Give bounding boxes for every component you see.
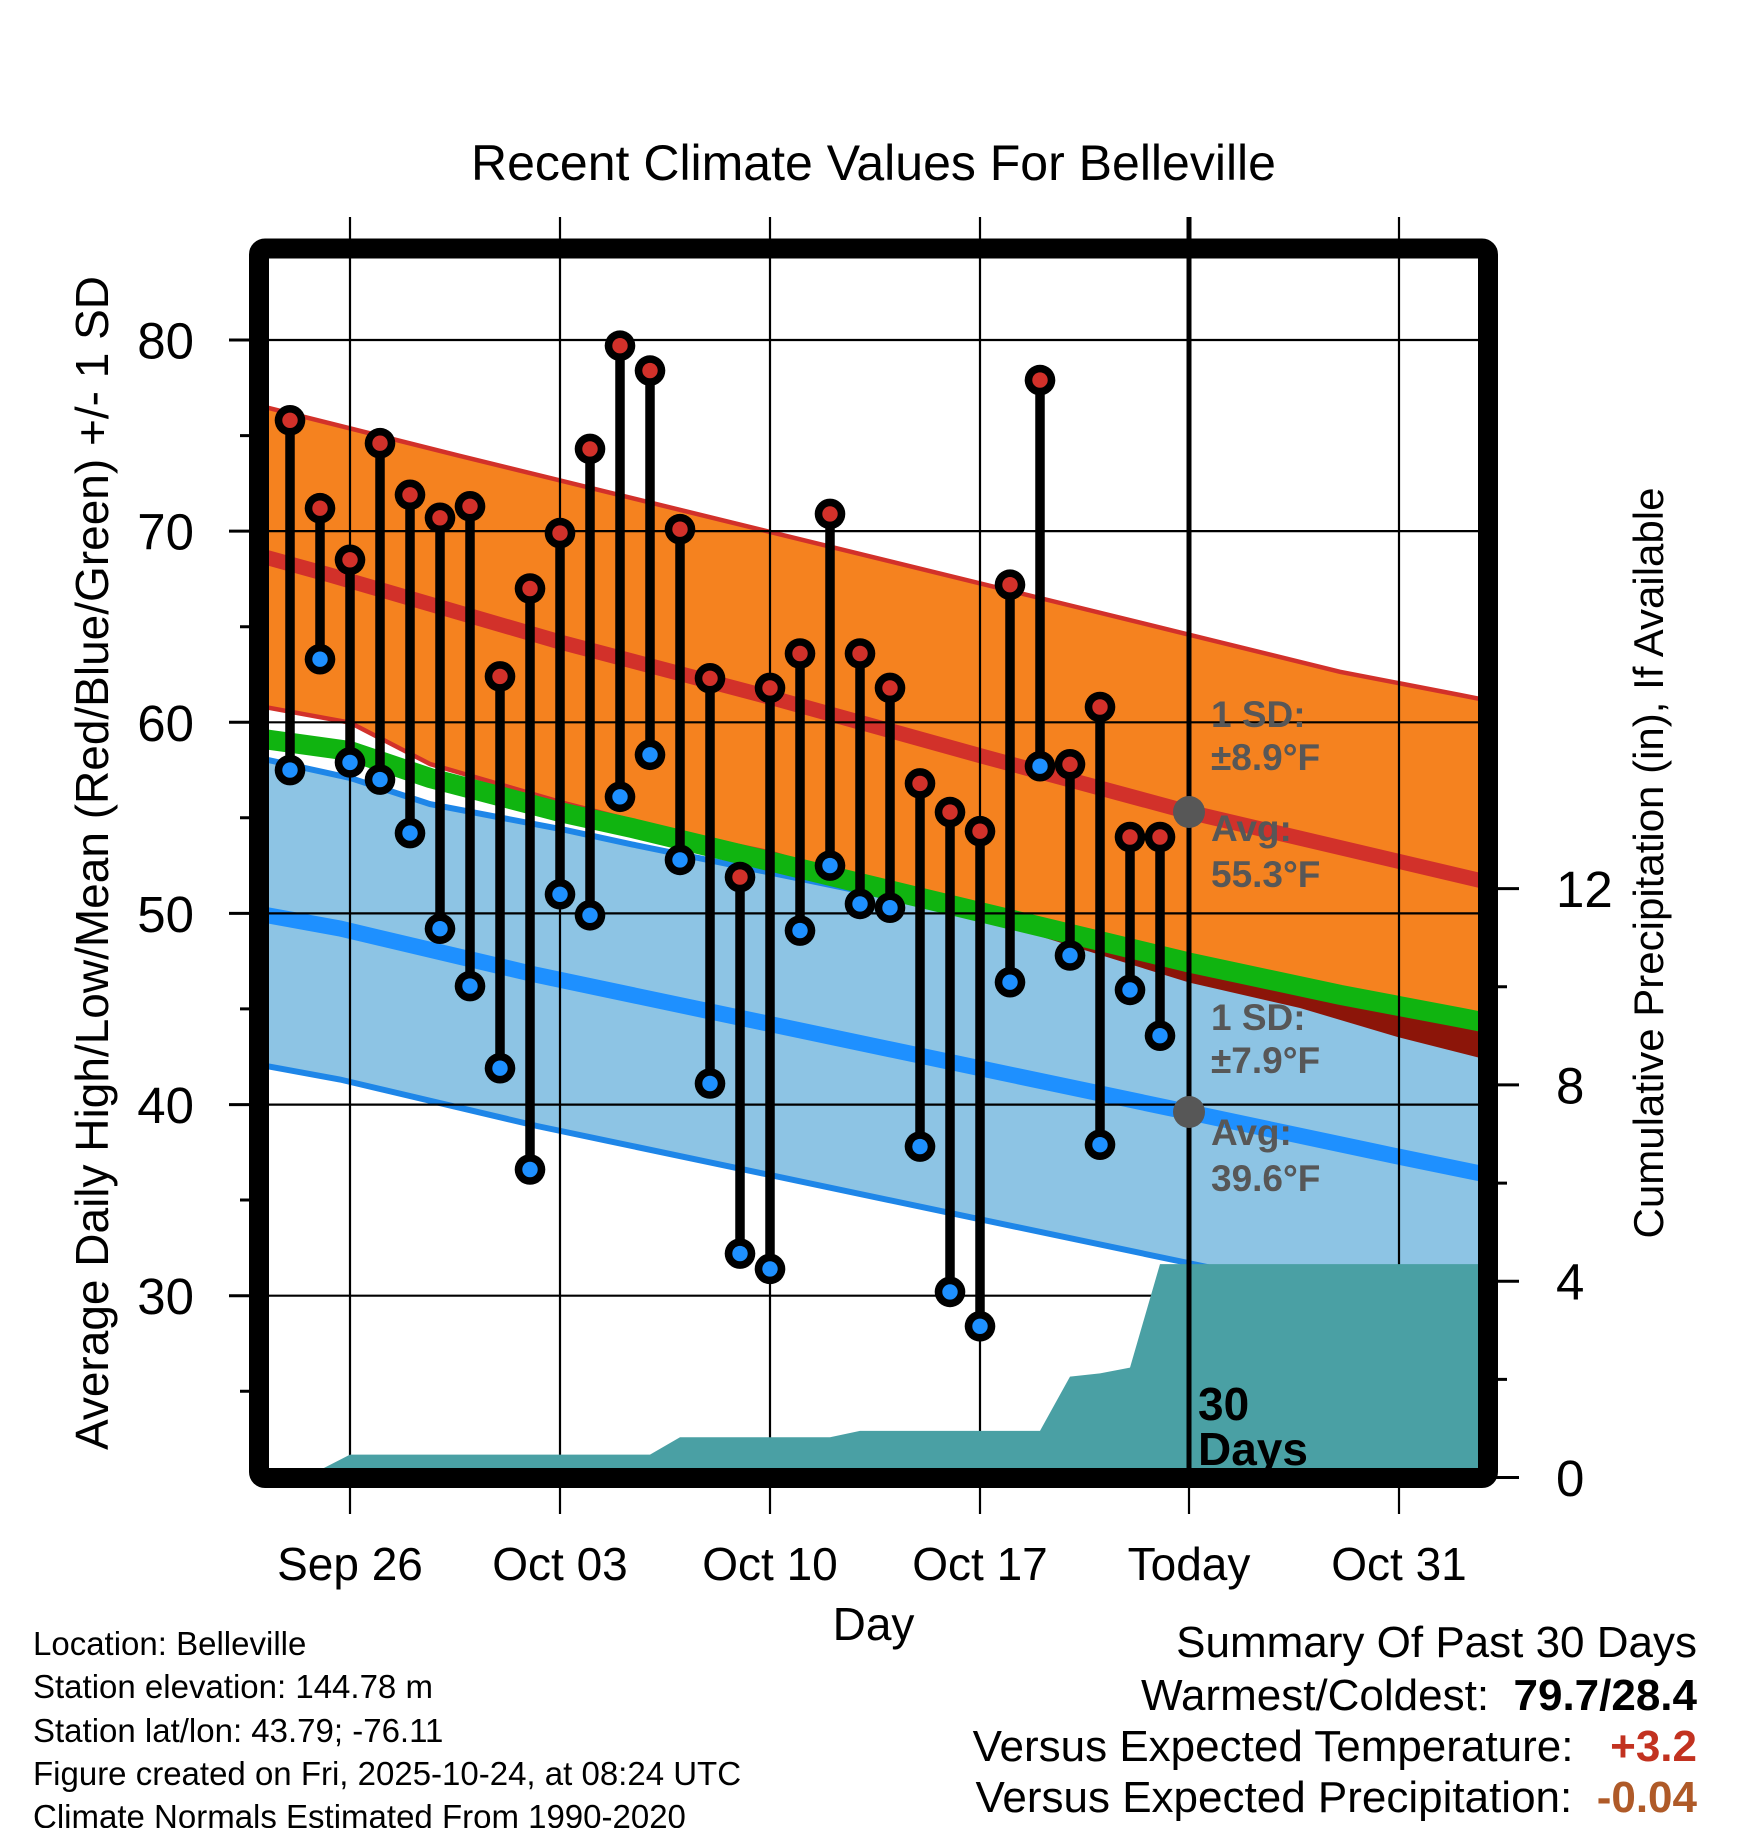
svg-text:80: 80 [137,313,194,370]
svg-text:Oct 17: Oct 17 [912,1538,1048,1590]
svg-text:±7.9°F: ±7.9°F [1211,1040,1320,1081]
svg-text:Oct 31: Oct 31 [1331,1538,1467,1590]
svg-text:Recent Climate Values For Bell: Recent Climate Values For Belleville [471,135,1276,191]
svg-text:70: 70 [137,504,194,561]
svg-text:Oct 03: Oct 03 [492,1538,628,1590]
svg-text:Location: Belleville: Location: Belleville [33,1625,306,1662]
svg-text:39.6°F: 39.6°F [1211,1158,1320,1199]
svg-text:Today: Today [1128,1538,1251,1590]
svg-text:Day: Day [833,1598,915,1650]
svg-text:30: 30 [1198,1378,1249,1430]
svg-text:Versus Expected Temperature:: Versus Expected Temperature: +3.2 [973,1722,1697,1771]
svg-text:Average Daily High/Low/Mean (R: Average Daily High/Low/Mean (Red/Blue/Gr… [66,276,118,1450]
svg-text:55.3°F: 55.3°F [1211,854,1320,895]
svg-text:12: 12 [1556,861,1613,918]
svg-text:Station elevation: 144.78 m: Station elevation: 144.78 m [33,1668,433,1705]
svg-text:Oct 10: Oct 10 [702,1538,838,1590]
svg-text:Figure created on Fri, 2025-10: Figure created on Fri, 2025-10-24, at 08… [33,1755,741,1792]
svg-text:Station lat/lon: 43.79; -76.11: Station lat/lon: 43.79; -76.11 [33,1712,443,1749]
svg-text:±8.9°F: ±8.9°F [1211,737,1320,778]
svg-text:0: 0 [1556,1450,1584,1507]
svg-text:4: 4 [1556,1254,1584,1311]
svg-text:Sep 26: Sep 26 [277,1538,423,1590]
svg-text:60: 60 [137,695,194,752]
svg-text:8: 8 [1556,1057,1584,1114]
svg-text:Summary Of Past 30 Days: Summary Of Past 30 Days [1176,1618,1697,1667]
svg-text:Versus Expected Precipitation:: Versus Expected Precipitation: -0.04 [975,1773,1697,1822]
svg-text:Days: Days [1198,1423,1308,1475]
svg-text:Climate Normals Estimated From: Climate Normals Estimated From 1990-2020 [33,1798,686,1828]
svg-text:1 SD:: 1 SD: [1211,997,1306,1038]
svg-text:Cumulative Precipitation (in),: Cumulative Precipitation (in), If Availa… [1625,488,1672,1239]
svg-text:Warmest/Coldest: 79.7/28.4: Warmest/Coldest: 79.7/28.4 [1141,1671,1697,1720]
svg-text:1 SD:: 1 SD: [1211,694,1306,735]
svg-text:Avg:: Avg: [1211,808,1292,849]
svg-text:50: 50 [137,886,194,943]
svg-text:Avg:: Avg: [1211,1112,1292,1153]
svg-text:40: 40 [137,1077,194,1134]
svg-text:30: 30 [137,1268,194,1325]
